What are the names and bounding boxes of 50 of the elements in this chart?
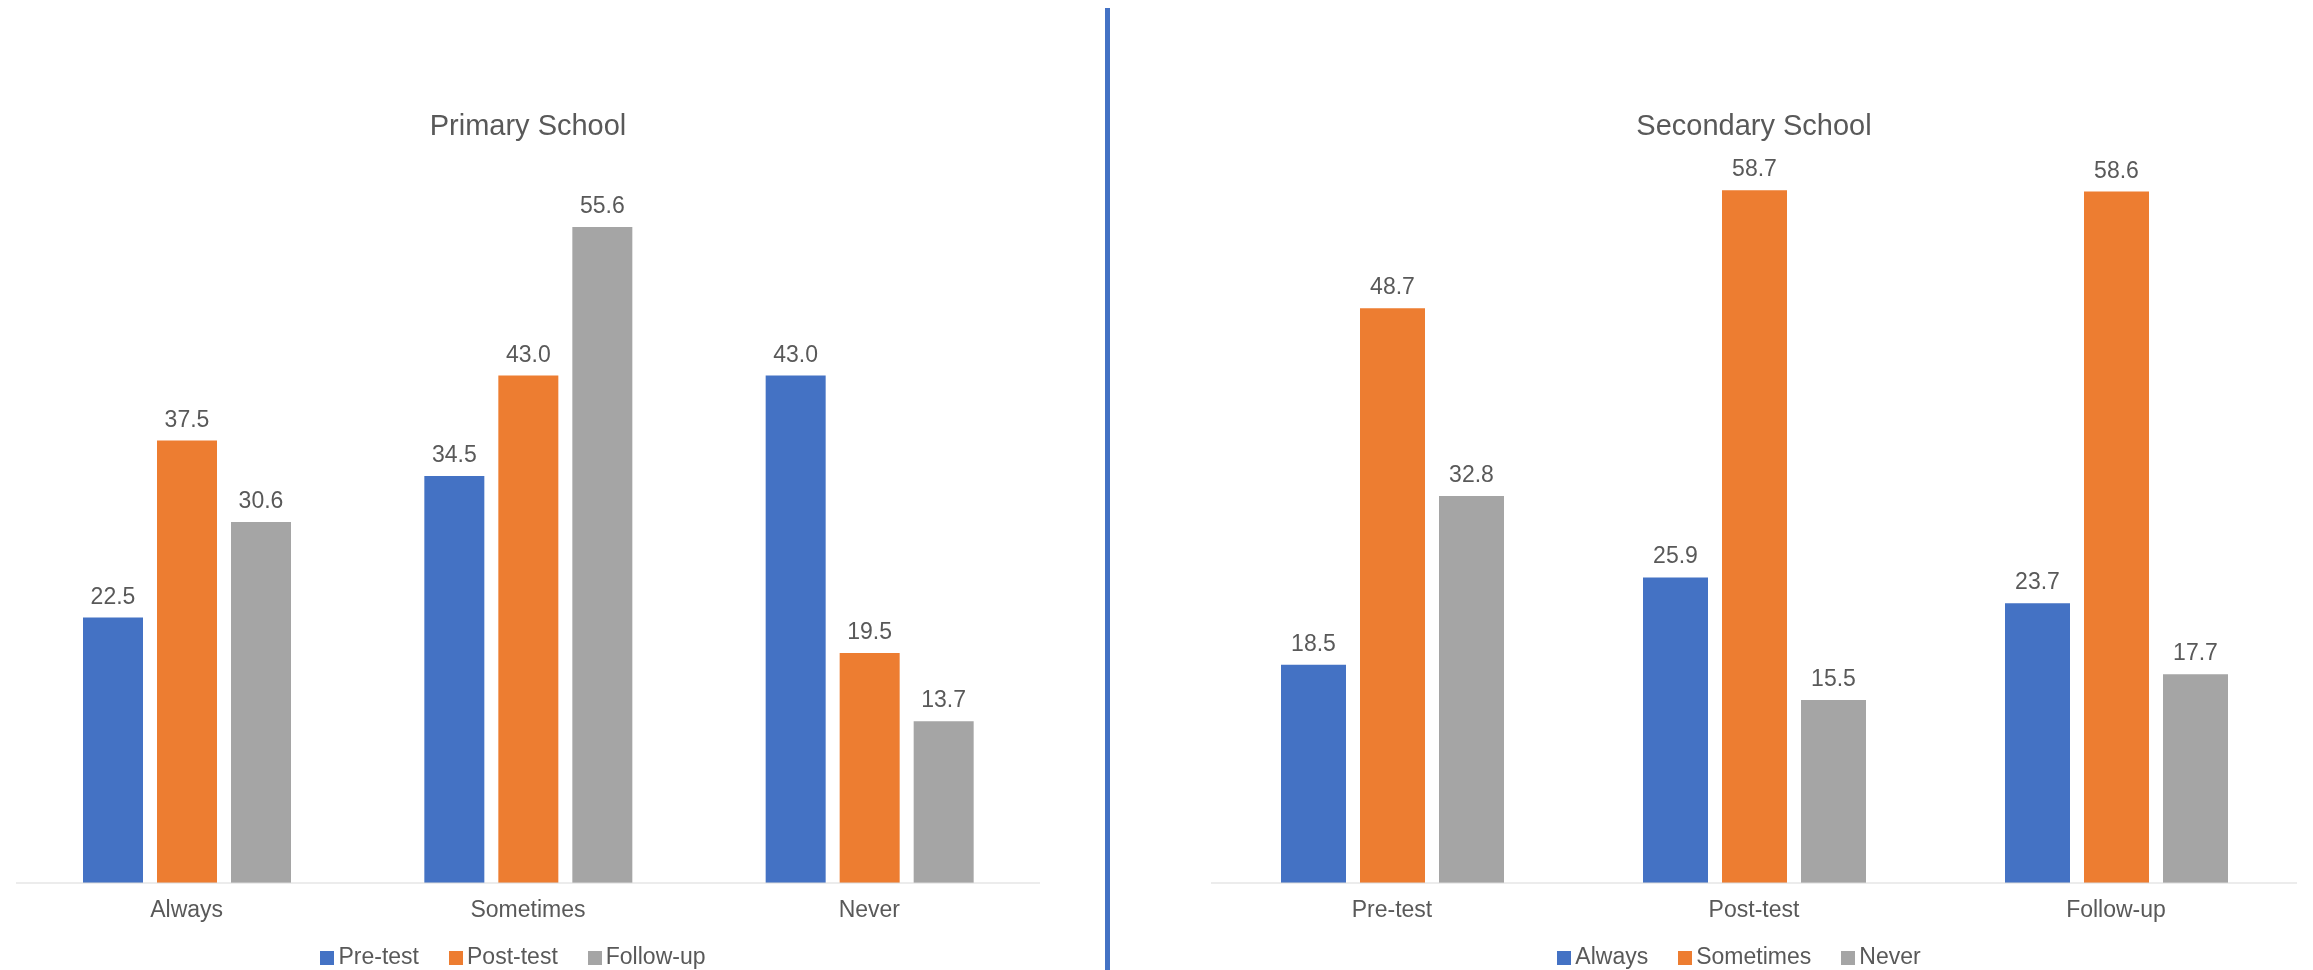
bar	[913, 721, 974, 883]
bar	[1281, 664, 1346, 883]
x-tick-label: Sometimes	[470, 896, 586, 923]
bar	[83, 617, 143, 883]
data-label: 17.7	[2173, 639, 2218, 666]
legend-label: Sometimes	[1696, 943, 1812, 969]
data-label: 22.5	[90, 582, 136, 609]
bar	[1643, 577, 1708, 883]
data-label: 13.7	[921, 686, 967, 713]
bar	[1360, 308, 1425, 883]
x-tick-label: Post-test	[1708, 896, 1800, 923]
bar	[157, 440, 217, 883]
data-label: 34.5	[431, 440, 477, 467]
data-label: 58.7	[1732, 155, 1777, 182]
data-label: 32.8	[1449, 460, 1494, 487]
bar	[2163, 674, 2228, 883]
bar	[2005, 603, 2070, 883]
data-label: 23.7	[2015, 568, 2060, 595]
x-tick-label: Pre-test	[1351, 896, 1433, 923]
x-tick-label: Always	[150, 896, 224, 923]
bar	[1439, 495, 1504, 883]
data-label: 55.6	[579, 191, 625, 218]
legend-label: Follow-up	[605, 943, 706, 969]
data-label: 15.5	[1811, 665, 1856, 692]
data-label: 58.6	[2094, 156, 2139, 183]
legend-label: Never	[1859, 943, 1921, 969]
legend-label: Always	[1575, 943, 1649, 969]
legend-label: Pre-test	[338, 943, 420, 969]
bar	[424, 475, 485, 883]
bar	[2084, 191, 2149, 883]
data-label: 48.7	[1370, 273, 1415, 300]
bar	[1801, 700, 1866, 883]
data-label: 25.9	[1653, 542, 1698, 569]
chart-title: Secondary School	[1636, 109, 1872, 142]
x-tick-label: Never	[838, 896, 901, 923]
data-label: 37.5	[164, 405, 210, 432]
data-label: 19.5	[847, 617, 893, 644]
legend-label: Post-test	[467, 943, 558, 969]
bar	[839, 652, 900, 883]
bar	[572, 226, 633, 883]
data-label: 43.0	[505, 340, 551, 367]
bar	[231, 521, 291, 883]
data-label: 43.0	[773, 340, 819, 367]
data-label: 18.5	[1291, 629, 1336, 656]
x-tick-label: Follow-up	[2066, 896, 2166, 923]
bar	[1722, 190, 1787, 883]
bar	[498, 375, 559, 883]
chart-title: Primary School	[429, 109, 627, 142]
bar	[765, 375, 826, 883]
data-label: 30.6	[238, 486, 284, 513]
